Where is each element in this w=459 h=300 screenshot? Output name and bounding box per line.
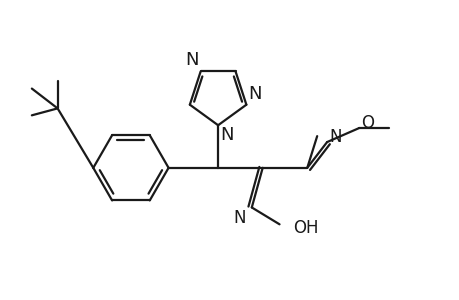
Text: N: N	[248, 85, 261, 103]
Text: OH: OH	[293, 219, 318, 237]
Text: N: N	[233, 209, 245, 227]
Text: O: O	[360, 114, 373, 132]
Text: N: N	[185, 52, 198, 70]
Text: N: N	[328, 128, 341, 146]
Text: N: N	[219, 126, 233, 144]
